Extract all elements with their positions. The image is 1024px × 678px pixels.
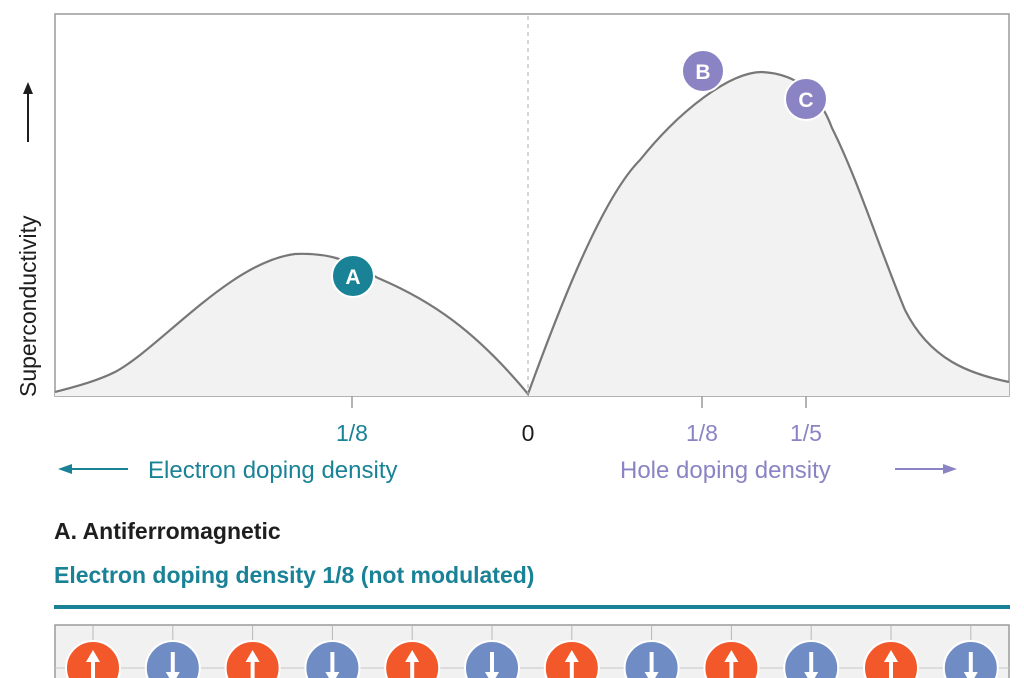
zero-label: 0 — [522, 420, 535, 446]
hole-tick-label-2: 1/5 — [790, 420, 822, 446]
marker-a-label: A — [345, 266, 360, 289]
hole-tick-label-1: 1/8 — [686, 420, 718, 446]
spin-site-up — [384, 626, 441, 678]
hole-axis-label: Hole doping density — [620, 457, 831, 484]
y-axis-label: Superconductivity — [15, 215, 41, 397]
electron-axis-label: Electron doping density — [148, 457, 398, 484]
spin-site-down — [623, 626, 680, 678]
marker-c: C — [784, 77, 828, 121]
hole-arrow-head — [943, 464, 957, 474]
lattice-strip — [54, 624, 1010, 678]
spin-site-down — [464, 626, 520, 678]
spin-site-down — [144, 626, 201, 678]
panel-subtitle: Electron doping density 1/8 (not modulat… — [54, 562, 535, 588]
spin-site-down — [304, 626, 361, 678]
marker-a: A — [331, 254, 375, 298]
superconductivity-curve — [54, 70, 1010, 397]
spin-site-up — [543, 626, 600, 678]
marker-b: B — [681, 49, 725, 93]
panel-title: A. Antiferromagnetic — [54, 518, 281, 544]
spin-site-up — [224, 626, 281, 678]
spin-site-up — [65, 626, 121, 678]
electron-tick-label: 1/8 — [336, 420, 368, 446]
superconductivity-curve-fill — [55, 72, 1009, 396]
panel-divider — [54, 605, 1010, 609]
spin-site-up — [703, 626, 760, 678]
spin-site-down — [942, 626, 999, 678]
spin-row — [65, 626, 999, 678]
spin-site-up — [863, 626, 919, 678]
marker-b-label: B — [695, 61, 710, 84]
electron-arrow-head — [58, 464, 72, 474]
marker-c-label: C — [798, 89, 813, 112]
y-axis-arrow-head — [23, 82, 33, 94]
spin-site-down — [783, 626, 840, 678]
